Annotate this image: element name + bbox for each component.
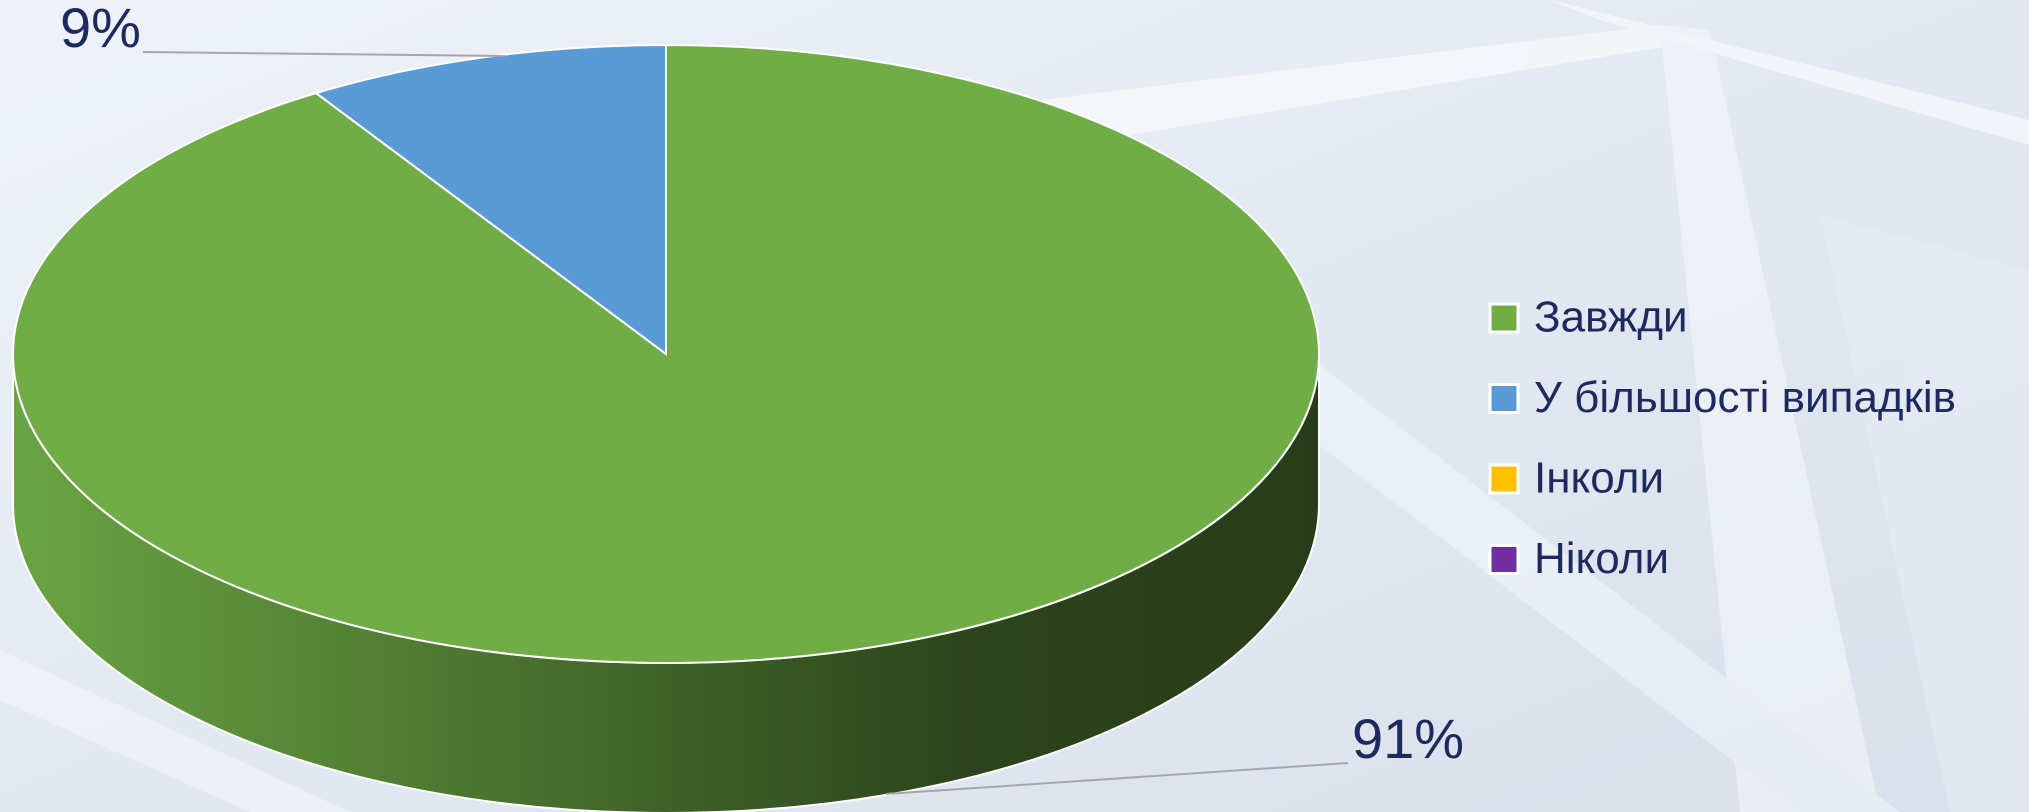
legend-swatch: [1488, 302, 1520, 334]
bg-shape: [0, 650, 350, 812]
bg-shape: [1820, 215, 2029, 812]
legend-label: Завжди: [1534, 293, 1688, 342]
legend-swatch: [1488, 383, 1520, 414]
value-label: 91%: [1352, 707, 1464, 770]
bg-shape: [1660, 25, 1880, 812]
legend-label: У більшості випадків: [1534, 373, 1956, 422]
leader-line: [885, 762, 1349, 795]
legend-label: Ніколи: [1534, 534, 1669, 583]
legend-swatch: [1488, 463, 1520, 495]
bg-shape: [1040, 25, 1705, 140]
pie: 91% 9%: [12, 0, 1464, 812]
pie-slice: [313, 43, 667, 356]
legend: Завжди У більшості випадків Інколи Ніколи: [1488, 293, 1956, 583]
leader-line: [142, 51, 506, 57]
legend-label: Інколи: [1534, 454, 1664, 503]
value-label: 9%: [60, 0, 141, 59]
legend-swatch: [1488, 544, 1520, 575]
bg-shape: [1550, 0, 2029, 145]
bg-shape: [1260, 350, 1900, 812]
